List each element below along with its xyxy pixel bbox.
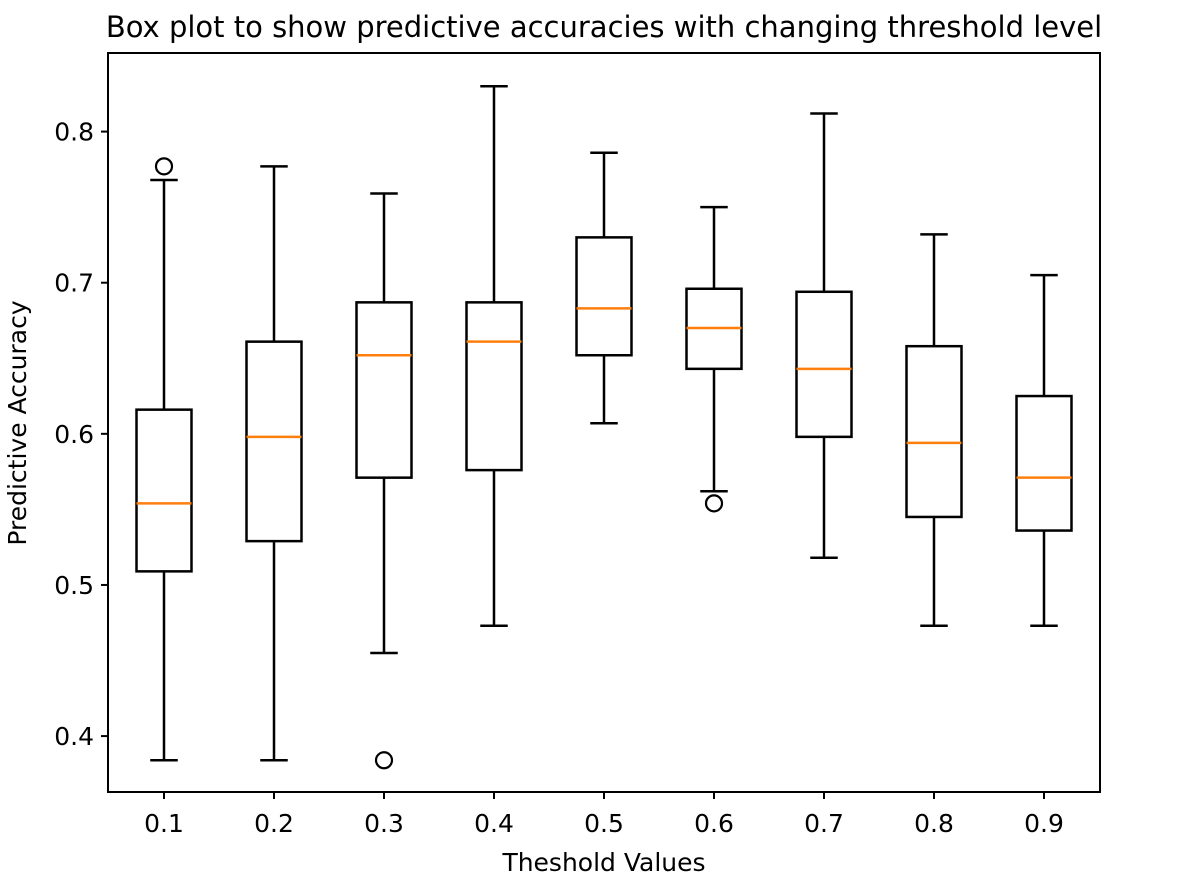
- box-iqr: [465, 301, 523, 472]
- outlier-point: [154, 157, 174, 176]
- x-tick-label: 0.4: [474, 809, 514, 838]
- plot-area: 0.4 0.5 0.6 0.7 0.8 0.1 0.2 0.3 0.4 0.5 0.6 0.7 0.8 0…: [54, 84, 1073, 838]
- outlier-point: [704, 494, 724, 513]
- box-group: [685, 205, 743, 513]
- x-tick-label: 0.8: [914, 809, 954, 838]
- x-tick-label: 0.7: [804, 809, 844, 838]
- box-iqr: [905, 344, 963, 519]
- box-group: [795, 112, 853, 560]
- y-tick-label: 0.5: [54, 571, 94, 600]
- box-group: [575, 151, 633, 425]
- box-iqr: [1015, 394, 1073, 532]
- box-group: [245, 165, 303, 762]
- outlier-point: [374, 751, 394, 770]
- x-tick-label: 0.5: [584, 809, 624, 838]
- x-tick-label: 0.2: [254, 809, 294, 838]
- box-iqr: [355, 301, 413, 479]
- box-group: [905, 233, 963, 628]
- x-tick-label: 0.3: [364, 809, 404, 838]
- chart-title: Box plot to show predictive accuracies w…: [106, 10, 1102, 44]
- axes-frame: [107, 52, 1101, 793]
- x-axis-label: Theshold Values: [501, 848, 705, 877]
- y-axis-label: Predictive Accuracy: [3, 300, 32, 546]
- box-group: [465, 84, 523, 628]
- y-tick-label: 0.4: [54, 722, 94, 751]
- y-tick-label: 0.8: [54, 118, 94, 147]
- box-iqr: [245, 340, 303, 543]
- x-tick-label: 0.6: [694, 809, 734, 838]
- box-iqr: [135, 408, 193, 573]
- x-tick-label: 0.1: [144, 809, 184, 838]
- box-group: [355, 192, 413, 770]
- x-tick-label: 0.9: [1024, 809, 1064, 838]
- box-iqr: [795, 290, 853, 439]
- box-group: [135, 157, 193, 762]
- y-tick-label: 0.7: [54, 269, 94, 298]
- box-iqr: [575, 236, 633, 357]
- box-group: [1015, 273, 1073, 628]
- y-tick-label: 0.6: [54, 420, 94, 449]
